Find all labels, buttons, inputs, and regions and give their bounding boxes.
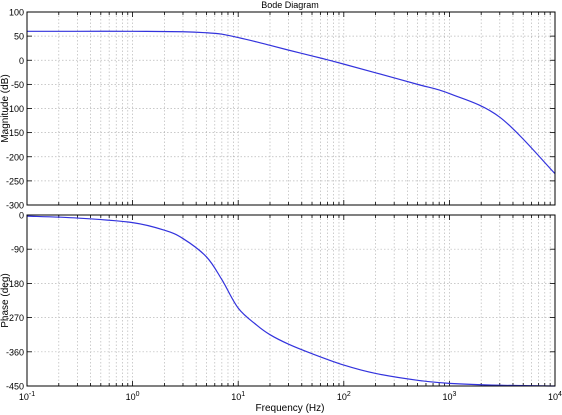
phase-y-axis-label: Phase (deg) <box>0 273 11 327</box>
x-axis-label: Frequency (Hz) <box>256 403 325 414</box>
y-tick-label: -360 <box>6 347 24 357</box>
magnitude-grid <box>27 12 555 205</box>
phase-grid <box>27 215 555 386</box>
x-tick-label: 102 <box>337 391 351 402</box>
y-tick-label: -200 <box>6 152 24 162</box>
x-tick-label: 10-1 <box>19 391 35 402</box>
y-tick-label: -150 <box>6 128 24 138</box>
y-tick-label: 100 <box>9 8 24 18</box>
y-tick-label: -180 <box>6 279 24 289</box>
phase-y-ticks: 0 -90 -180 -270 -360 -450 <box>6 211 555 392</box>
phase-axes-frame <box>26 214 556 387</box>
y-tick-label: -300 <box>6 201 24 211</box>
y-tick-label: 0 <box>19 56 24 66</box>
y-tick-label: -90 <box>11 245 24 255</box>
magnitude-y-ticks: 100 50 0 -50 -100 -150 -200 -250 -300 <box>6 8 555 211</box>
magnitude-axes-frame <box>26 11 556 206</box>
y-tick-label: -450 <box>6 382 24 392</box>
chart-title: Bode Diagram <box>261 0 319 10</box>
y-tick-label: 50 <box>14 32 24 42</box>
y-tick-label: -250 <box>6 176 24 186</box>
y-tick-label: -100 <box>6 104 24 114</box>
y-tick-label: -50 <box>11 80 24 90</box>
phase-panel: 0 -90 -180 -270 -360 -450 10-1 100 101 102 103 104… <box>0 211 562 403</box>
y-tick-label: 0 <box>19 211 24 221</box>
magnitude-panel: 100 50 0 -50 -100 -150 -200 -250 -300 Magnitude … <box>0 8 556 211</box>
x-tick-label: 100 <box>126 391 140 402</box>
y-tick-label: -270 <box>6 313 24 323</box>
magnitude-series-line <box>26 30 556 175</box>
x-tick-label: 101 <box>231 391 245 402</box>
magnitude-y-axis-label: Magnitude (dB) <box>0 74 11 142</box>
phase-series-line <box>26 215 556 387</box>
x-tick-label: 103 <box>442 391 456 402</box>
x-tick-label: 104 <box>548 391 562 402</box>
phase-x-ticks: 10-1 100 101 102 103 104 <box>19 215 562 402</box>
